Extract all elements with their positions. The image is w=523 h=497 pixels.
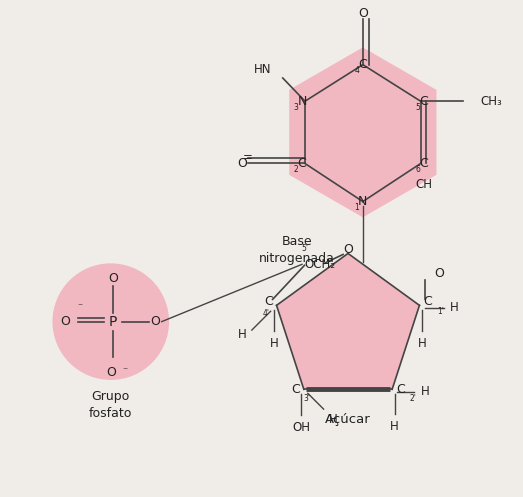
Text: O: O	[343, 243, 353, 256]
Text: H: H	[328, 413, 337, 426]
Text: =: =	[243, 151, 253, 164]
Text: CH: CH	[415, 178, 432, 191]
Text: O: O	[60, 315, 70, 328]
Text: OH: OH	[292, 421, 310, 434]
Text: 4': 4'	[263, 309, 270, 318]
Text: 1: 1	[355, 203, 359, 212]
Text: H: H	[390, 420, 399, 433]
Text: N: N	[358, 195, 368, 208]
Text: 2': 2'	[410, 394, 417, 403]
Text: N: N	[298, 95, 306, 108]
Text: 5: 5	[415, 102, 420, 112]
Text: HN: HN	[254, 63, 271, 76]
Text: C: C	[264, 295, 272, 308]
Text: O: O	[108, 272, 118, 285]
Text: H: H	[270, 337, 278, 350]
Text: ⁻: ⁻	[77, 303, 83, 313]
Text: Grupo
fosfato: Grupo fosfato	[89, 390, 132, 420]
Text: O: O	[237, 157, 247, 170]
Text: C: C	[298, 157, 306, 170]
Text: O: O	[106, 366, 116, 379]
Text: OCH₂: OCH₂	[304, 258, 335, 271]
Text: O: O	[434, 267, 444, 280]
Text: C: C	[419, 95, 428, 108]
Text: C: C	[291, 383, 300, 396]
Text: C: C	[419, 157, 428, 170]
Text: C: C	[358, 58, 367, 71]
Text: O: O	[358, 7, 368, 20]
Text: 2: 2	[293, 165, 299, 174]
Polygon shape	[289, 47, 436, 217]
Text: H: H	[238, 328, 247, 340]
Text: 4: 4	[355, 66, 359, 75]
Text: 5': 5'	[301, 245, 308, 253]
Text: C: C	[396, 383, 405, 396]
Text: H: H	[450, 301, 459, 314]
Text: O: O	[150, 315, 160, 328]
Text: 3: 3	[293, 102, 299, 112]
Text: P: P	[109, 315, 118, 329]
Text: H: H	[417, 337, 426, 350]
Text: ⁻: ⁻	[122, 366, 127, 376]
Text: 6: 6	[415, 165, 420, 174]
Circle shape	[52, 263, 169, 380]
Text: 3': 3'	[304, 394, 311, 403]
Text: H: H	[421, 385, 429, 398]
Text: 1': 1'	[437, 307, 444, 316]
Text: CH₃: CH₃	[480, 95, 502, 108]
Text: Base
nitrogenada: Base nitrogenada	[259, 235, 335, 265]
Polygon shape	[277, 253, 419, 389]
Text: C: C	[424, 295, 432, 308]
Text: Açúcar: Açúcar	[325, 413, 371, 425]
